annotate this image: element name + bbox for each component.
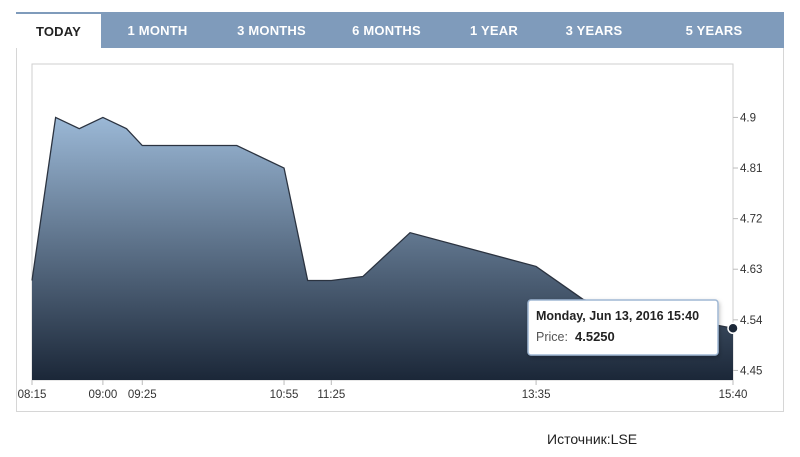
- x-tick-label: 08:15: [18, 389, 47, 401]
- data-point[interactable]: [77, 127, 81, 131]
- tooltip-box: [527, 299, 719, 356]
- data-point[interactable]: [235, 144, 239, 148]
- chart-frame: [16, 48, 784, 412]
- x-tick-label: 15:40: [719, 389, 748, 401]
- tab-3-years[interactable]: 3 YEARS: [565, 22, 623, 38]
- tab-today[interactable]: TODAY: [16, 12, 101, 48]
- source-caption: Источник:LSE: [547, 431, 638, 447]
- y-tick-label: 4.72: [740, 214, 762, 226]
- price-tooltip: Monday, Jun 13, 2016 15:40 Price: 4.5250: [527, 299, 719, 356]
- tab-6-months[interactable]: 6 MONTHS: [352, 22, 421, 38]
- period-tabs: TODAY 1 MONTH 3 MONTHS 6 MONTHS 1 YEAR 3…: [16, 12, 784, 48]
- data-point[interactable]: [140, 144, 144, 148]
- x-tick-label: 09:25: [128, 389, 157, 401]
- data-point[interactable]: [101, 115, 105, 119]
- y-tick-label: 4.63: [740, 264, 762, 276]
- data-point[interactable]: [361, 275, 365, 279]
- tab-1-year[interactable]: 1 YEAR: [470, 22, 518, 38]
- data-point[interactable]: [329, 278, 333, 282]
- data-point[interactable]: [30, 278, 34, 282]
- y-tick-label: 4.54: [740, 315, 763, 327]
- tab-1-month[interactable]: 1 MONTH: [127, 22, 188, 38]
- data-point[interactable]: [282, 166, 286, 170]
- y-tick-label: 4.45: [740, 365, 762, 377]
- y-tick-label: 4.81: [740, 163, 762, 175]
- tooltip-date: Monday, Jun 13, 2016 15:40: [536, 309, 699, 323]
- data-point[interactable]: [534, 264, 538, 268]
- tooltip-price-value: 4.5250: [575, 329, 615, 344]
- data-point[interactable]: [125, 127, 129, 131]
- x-tick-label: 11:25: [317, 389, 345, 401]
- data-point[interactable]: [54, 115, 58, 119]
- data-point[interactable]: [408, 231, 412, 235]
- current-price-marker[interactable]: [727, 322, 739, 335]
- price-line: [31, 116, 734, 329]
- tab-3-months[interactable]: 3 MONTHS: [237, 22, 306, 38]
- tab-5-years[interactable]: 5 YEARS: [685, 22, 743, 38]
- tooltip-price-label: Price:: [536, 330, 568, 344]
- x-tick-label: 10:55: [270, 389, 299, 401]
- data-point[interactable]: [306, 278, 310, 282]
- x-tick-label: 13:35: [522, 389, 551, 401]
- x-tick-label: 09:00: [88, 389, 117, 401]
- y-tick-label: 4.9: [740, 112, 756, 124]
